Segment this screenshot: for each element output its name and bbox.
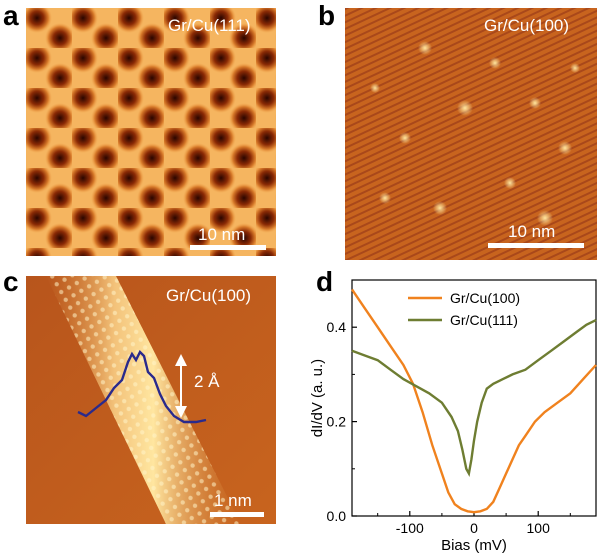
height-profile-overlay — [77, 349, 207, 424]
panel-letter-a: a — [3, 0, 19, 31]
y-tick-label: 0.4 — [327, 319, 347, 335]
stm-image-c-graphic — [26, 276, 276, 524]
panel-c-scale-label: 1 nm — [214, 491, 252, 510]
stm-image-a — [26, 8, 276, 256]
stm-image-b-graphic — [345, 8, 597, 260]
dIdV-chart: -100 0 100 0.0 0.2 0.4 Bias (mV) dI/dV (a. u.) G… — [309, 279, 597, 554]
legend-label-0: Gr/Cu(100) — [450, 290, 520, 306]
panel-b-label: Gr/Cu(100) — [484, 16, 570, 35]
panel-letter-b: b — [318, 0, 336, 31]
adatom-spots — [370, 41, 580, 226]
panel-a-scale-label: 10 nm — [198, 225, 246, 244]
panel-c-label: Gr/Cu(100) — [166, 286, 252, 305]
panel-c-scale-bar — [210, 512, 264, 517]
stm-image-a-graphic — [26, 8, 276, 256]
x-axis-label: Bias (mV) — [441, 537, 507, 554]
stm-image-b — [345, 8, 597, 260]
panel-letter-d: d — [316, 266, 334, 297]
y-tick-label: 0.2 — [327, 414, 347, 430]
x-tick-label: 100 — [527, 520, 551, 536]
series-line-0 — [351, 288, 597, 514]
series-line-1 — [351, 319, 597, 478]
x-tick-label: -100 — [396, 520, 424, 536]
height-profile-line — [77, 349, 207, 424]
panel-letter-c: c — [3, 266, 19, 297]
panel-a-scale-bar — [190, 245, 266, 250]
x-tick-label: 0 — [470, 520, 478, 536]
y-tick-label: 0.0 — [327, 508, 347, 524]
height-arrow — [175, 354, 187, 418]
panel-b-scale-label: 10 nm — [508, 222, 556, 241]
panel-b-scale-bar — [488, 243, 584, 248]
legend-label-1: Gr/Cu(111) — [450, 312, 518, 328]
stm-image-c — [26, 276, 276, 524]
y-axis-label: dI/dV (a. u.) — [309, 359, 326, 437]
panel-c-height-label: 2 Å — [194, 372, 220, 391]
panel-a-label: Gr/Cu(111) — [168, 16, 251, 35]
